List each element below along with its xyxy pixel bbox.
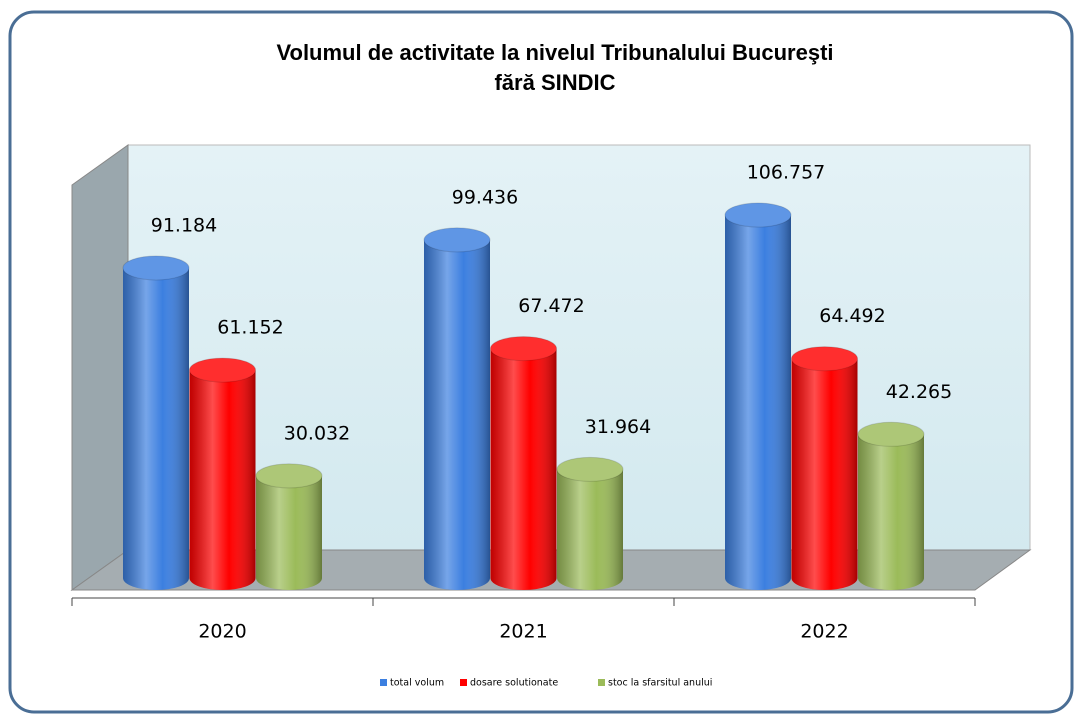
bar-top-hl (725, 203, 791, 228)
legend-swatch (380, 679, 387, 686)
bar-shade (858, 434, 924, 590)
bar (857, 421, 925, 590)
data-label: 67.472 (518, 295, 584, 317)
chart-subtitle: fără SINDIC (494, 70, 615, 95)
bar-top (122, 255, 190, 281)
legend-label: dosare solutionate (470, 678, 558, 689)
data-label: 61.152 (217, 317, 283, 339)
bar-top (490, 336, 557, 362)
legend-label: total volum (390, 678, 444, 689)
x-tick-label: 2022 (800, 621, 848, 643)
data-label: 91.184 (151, 214, 217, 236)
bar-shade (725, 215, 791, 591)
data-label: 106.757 (747, 162, 826, 184)
bar-top (189, 357, 256, 383)
bar-shade (123, 267, 189, 590)
legend-swatch (460, 679, 467, 686)
data-label: 42.265 (886, 381, 952, 403)
data-label: 64.492 (819, 305, 885, 327)
bar-top (791, 346, 858, 372)
bar-shade (189, 370, 256, 590)
bar-top-hl (424, 227, 490, 252)
bar (724, 202, 792, 591)
bar-shade (490, 348, 557, 590)
bar (791, 346, 858, 590)
x-tick-label: 2021 (499, 621, 547, 643)
bar-top-hl (858, 422, 924, 447)
bar-top-hl (557, 457, 623, 482)
chart-title: Volumul de activitate la nivelul Tribuna… (276, 40, 833, 65)
bar-top (556, 456, 624, 482)
bar-shade (424, 239, 490, 590)
bar-top-hl (256, 463, 322, 488)
bar (490, 336, 557, 590)
bar-top-hl (123, 255, 189, 280)
data-label: 31.964 (585, 416, 651, 438)
bar (122, 255, 190, 590)
legend-label: stoc la sfarsitul anului (608, 678, 712, 689)
bar (423, 227, 491, 590)
bar (255, 463, 323, 590)
bar-shade (256, 475, 322, 590)
bar-top (423, 227, 491, 253)
bar (556, 456, 624, 590)
bar-top (724, 202, 792, 228)
bar-top-hl (189, 358, 256, 383)
bar-top (857, 421, 925, 447)
legend-swatch (598, 679, 605, 686)
bar-top-hl (791, 346, 858, 371)
data-label: 99.436 (452, 186, 518, 208)
data-label: 30.032 (284, 422, 350, 444)
bar-shade (557, 469, 623, 590)
side-wall (71, 144, 129, 591)
x-tick-label: 2020 (198, 621, 246, 643)
bar-top-hl (490, 336, 557, 361)
bar-top (255, 463, 323, 489)
bar (189, 357, 256, 590)
bar-shade (791, 358, 858, 590)
